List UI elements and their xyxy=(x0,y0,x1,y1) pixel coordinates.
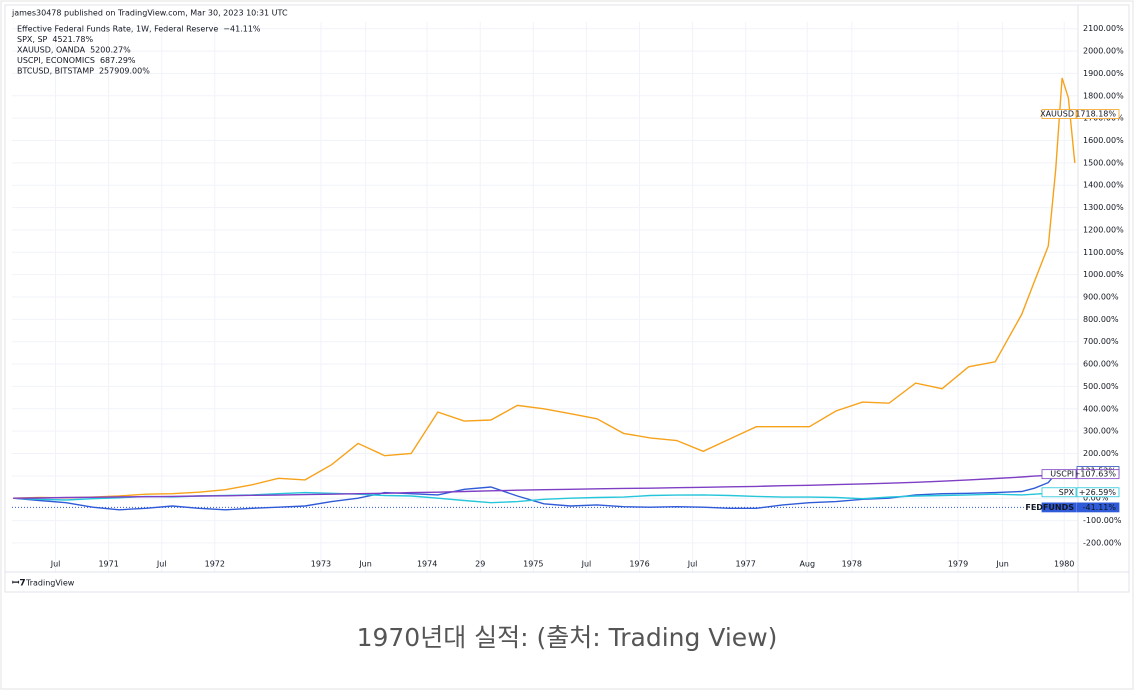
legend-label: Effective Federal Funds Rate, 1W, Federa… xyxy=(17,25,218,34)
header: james30478 published on TradingView.com,… xyxy=(11,9,288,18)
legend-label: USCPI, ECONOMICS xyxy=(17,56,95,65)
legend-value: 687.29% xyxy=(100,56,136,65)
x-tick-label: 1976 xyxy=(629,560,649,569)
y-tick-label: 1800.00% xyxy=(1083,91,1124,100)
y-tick-label: 2100.00% xyxy=(1083,24,1124,33)
x-tick-label: 1975 xyxy=(523,560,543,569)
price-tag xyxy=(1076,487,1120,498)
x-tick-label: 1972 xyxy=(205,560,225,569)
y-tick-label: 1500.00% xyxy=(1083,158,1124,167)
x-tick-label: Jul xyxy=(687,560,698,569)
legend-label: BTCUSD, BITSTAMP xyxy=(17,67,94,76)
y-tick-label: 600.00% xyxy=(1083,360,1119,369)
legend-value: 4521.78% xyxy=(52,35,93,44)
x-tick-label: 1971 xyxy=(98,560,118,569)
y-tick-label: 2000.00% xyxy=(1083,47,1124,56)
y-tick-label: 1600.00% xyxy=(1083,136,1124,145)
y-tick-label: 1300.00% xyxy=(1083,203,1124,212)
price-tag xyxy=(1076,469,1120,480)
legend-label: SPX, SP xyxy=(17,35,48,44)
y-tick-label: -100.00% xyxy=(1083,516,1122,525)
x-tick-label: Aug xyxy=(799,560,815,569)
x-tick-label: 1973 xyxy=(311,560,331,569)
price-tag-name: USCPI xyxy=(1050,470,1074,479)
price-tag-name: FEDFUNDS xyxy=(1025,503,1074,512)
series-line xyxy=(13,77,1076,499)
y-tick-label: 300.00% xyxy=(1083,427,1119,436)
x-tick-label: Jun xyxy=(358,560,372,569)
legend-label: XAUUSD, OANDA xyxy=(17,46,86,55)
brand: TradingView xyxy=(25,579,75,588)
legend-value: 257909.00% xyxy=(99,67,150,76)
y-tick-label: 1000.00% xyxy=(1083,270,1124,279)
y-tick-label: 1400.00% xyxy=(1083,181,1124,190)
price-tag-text: +107.63% xyxy=(1074,470,1117,479)
x-tick-label: 1978 xyxy=(842,560,862,569)
y-tick-label: 400.00% xyxy=(1083,404,1119,413)
x-tick-label: 29 xyxy=(475,560,485,569)
x-tick-label: 1977 xyxy=(735,560,755,569)
y-tick-label: 900.00% xyxy=(1083,293,1119,302)
y-tick-label: 200.00% xyxy=(1083,449,1119,458)
series-line xyxy=(13,470,1075,511)
price-tag-name-box xyxy=(1041,502,1077,513)
price-tag-text: +26.59% xyxy=(1079,488,1117,497)
price-tag-name-box xyxy=(1041,487,1077,498)
y-tick-label: 500.00% xyxy=(1083,382,1119,391)
legend-value: −41.11% xyxy=(223,25,261,34)
y-tick-label: 1900.00% xyxy=(1083,69,1124,78)
y-tick-label: 0.00% xyxy=(1083,494,1109,503)
legend-value: 5200.27% xyxy=(90,46,131,55)
chart-frame xyxy=(4,4,1130,593)
price-tag-text: -41.11% xyxy=(1083,503,1117,512)
x-tick-label: 1980 xyxy=(1054,560,1074,569)
price-tag xyxy=(1076,502,1120,513)
caption: 1970년대 실적: (출처: Trading View) xyxy=(357,623,778,652)
price-tag-text: +1718.18% xyxy=(1069,110,1117,119)
price-tag-name: XAUUSD xyxy=(1040,110,1074,119)
y-tick-label: 1100.00% xyxy=(1083,248,1124,257)
price-tag-name-box xyxy=(1041,469,1077,480)
y-tick-label: 1200.00% xyxy=(1083,225,1124,234)
series-line xyxy=(13,473,1075,499)
x-tick-label: Jun xyxy=(995,560,1009,569)
y-tick-label: 700.00% xyxy=(1083,337,1119,346)
price-tag-name: SPX xyxy=(1059,488,1075,497)
price-tag xyxy=(1076,109,1120,119)
price-tag-name-box xyxy=(1041,109,1077,119)
brand-logo: ꟷ7 xyxy=(12,579,26,589)
x-tick-label: Jul xyxy=(50,560,61,569)
x-tick-label: 1979 xyxy=(948,560,968,569)
y-tick-label: 800.00% xyxy=(1083,315,1119,324)
x-tick-label: Jul xyxy=(156,560,167,569)
x-tick-label: Jul xyxy=(581,560,592,569)
x-tick-label: 1974 xyxy=(417,560,437,569)
y-tick-label: -200.00% xyxy=(1083,538,1122,547)
